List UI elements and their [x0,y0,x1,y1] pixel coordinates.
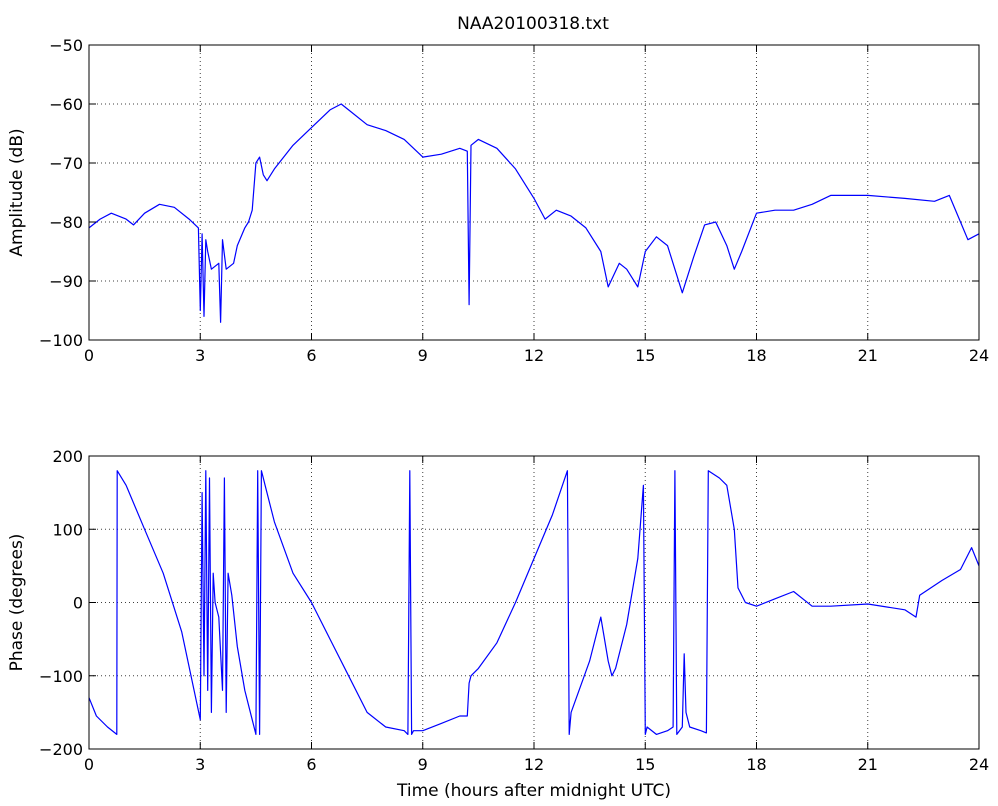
amplitude-series-line [88,103,980,323]
amplitude-x-tick-label: 12 [524,346,544,365]
amplitude-y-tick-label: −80 [49,213,83,232]
phase-x-tick-label: 18 [746,755,766,774]
amplitude-axes: 0 3 6 9 12 15 18 21 24 −100 −90 −80 −70 −60 −50 Amplitu… [7,36,989,365]
figure-title: NAA20100318.txt [457,14,609,34]
amplitude-y-tick-label: −50 [49,36,83,55]
phase-y-tick-label: 0 [73,594,83,613]
phase-y-tick-label: 200 [52,447,83,466]
amplitude-x-tick-label: 24 [969,346,989,365]
amplitude-y-tick-label: −70 [49,154,83,173]
amplitude-x-tick-label: 15 [635,346,655,365]
amplitude-x-tick-label: 3 [195,346,205,365]
amplitude-x-tick-label: 18 [746,346,766,365]
amplitude-x-tick-label: 6 [306,346,316,365]
phase-x-axis-title: Time (hours after midnight UTC) [396,781,671,801]
amplitude-y-axis-title: Amplitude (dB) [7,128,27,256]
phase-y-tick-label: −100 [39,667,83,686]
phase-y-tick-label: −200 [39,740,83,759]
phase-x-tick-label: 12 [524,755,544,774]
phase-x-tick-label: 6 [306,755,316,774]
amplitude-x-tick-label: 21 [858,346,878,365]
amplitude-x-tick-label: 0 [84,346,94,365]
phase-x-tick-label: 0 [84,755,94,774]
phase-y-axis-title: Phase (degrees) [7,534,27,672]
phase-x-tick-label: 24 [969,755,989,774]
phase-y-tick-label: 100 [52,520,83,539]
amplitude-y-tick-label: −60 [49,95,83,114]
phase-x-tick-label: 9 [418,755,428,774]
amplitude-y-tick-label: −100 [39,331,83,350]
phase-series-line [88,470,980,736]
phase-x-tick-label: 15 [635,755,655,774]
phase-axes: 0 3 6 9 12 15 18 21 24 −200 −100 0 100 200 Phase (degr… [7,447,989,801]
amplitude-y-tick-label: −90 [49,272,83,291]
phase-x-tick-label: 3 [195,755,205,774]
amplitude-x-tick-label: 9 [418,346,428,365]
phase-x-tick-label: 21 [858,755,878,774]
